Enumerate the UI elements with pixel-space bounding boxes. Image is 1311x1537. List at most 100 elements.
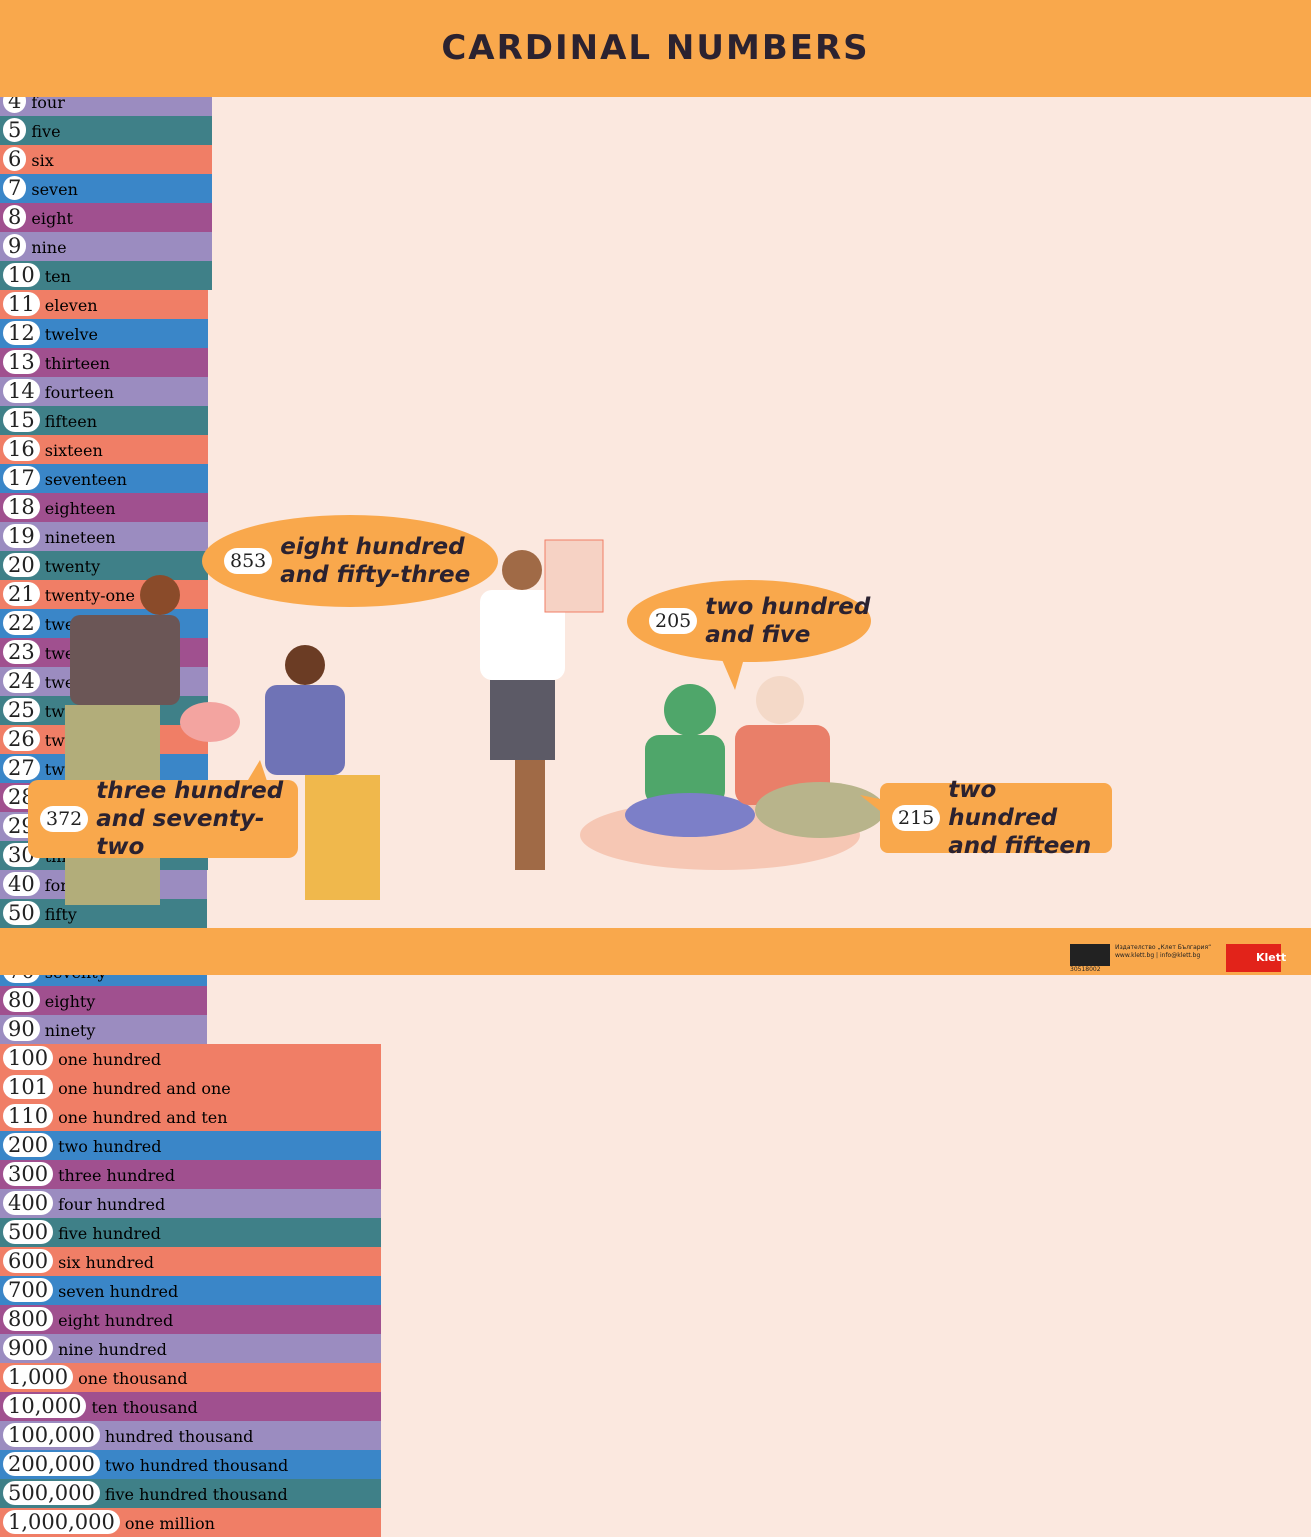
number-pill: 16 [3, 437, 40, 461]
number-pill: 27 [3, 756, 40, 780]
number-pill: 24 [3, 669, 40, 693]
number-pill: 17 [3, 466, 40, 490]
number-pill: 400 [3, 1191, 54, 1215]
bubble-line: two hundred [705, 594, 871, 620]
number-word: one hundred and ten [58, 1108, 228, 1127]
number-word: three hundred [58, 1166, 176, 1185]
number-word: hundred thousand [104, 1427, 254, 1446]
number-pill: 12 [3, 321, 40, 345]
number-row: 15 fifteen [0, 406, 208, 435]
number-word: ninety [44, 1021, 96, 1040]
number-pill: 200 [3, 1133, 54, 1157]
bubble-line: and seventy-two [96, 806, 265, 860]
number-row: 100 one hundred [0, 1044, 381, 1073]
number-pill: 101 [3, 1075, 54, 1099]
number-word: fourteen [44, 383, 114, 402]
bubble-tail [720, 655, 745, 690]
number-word: four hundred [58, 1195, 166, 1214]
number-word: nine [31, 238, 67, 257]
number-pill: 200,000 [3, 1452, 100, 1476]
logo-box [1226, 944, 1281, 972]
number-pill: 20 [3, 553, 40, 577]
number-row: 500,000 five hundred thousand [0, 1479, 381, 1508]
number-word: fifty [44, 905, 77, 924]
number-row: 6 six [0, 145, 212, 174]
number-word: twelve [44, 325, 98, 344]
bubble-number: 215 [892, 805, 941, 831]
number-row: 200,000 two hundred thousand [0, 1450, 381, 1479]
bubble-text: two hundred and five [705, 593, 870, 649]
number-pill: 1,000 [3, 1365, 74, 1389]
number-pill: 900 [3, 1336, 54, 1360]
number-row: 1,000 one thousand [0, 1363, 381, 1392]
number-pill: 8 [3, 205, 27, 229]
number-pill: 50 [3, 901, 40, 925]
number-pill: 13 [3, 350, 40, 374]
number-word: eighty [44, 992, 96, 1011]
number-row: 7 seven [0, 174, 212, 203]
number-pill: 600 [3, 1249, 54, 1273]
header-band [0, 0, 1311, 97]
contact: www.klett.bg | info@klett.bg [1115, 952, 1201, 959]
bubble-text: three hundred and seventy-two [96, 777, 298, 861]
bubble-number: 205 [649, 608, 698, 634]
number-word: one hundred and one [58, 1079, 231, 1098]
number-pill: 300 [3, 1162, 54, 1186]
title: CARDINAL NUMBERS [441, 28, 870, 68]
number-row: 19 nineteen [0, 522, 208, 551]
number-pill: 15 [3, 408, 40, 432]
number-row: 20 twenty [0, 551, 208, 580]
number-word: eighteen [44, 499, 116, 518]
runner [480, 539, 604, 870]
number-pill: 100,000 [3, 1423, 100, 1447]
number-word: ten thousand [91, 1398, 198, 1417]
number-row: 80 eighty [0, 986, 207, 1015]
number-word: eleven [44, 296, 98, 315]
number-pill: 7 [3, 176, 27, 200]
number-pill: 500,000 [3, 1481, 100, 1505]
number-row: 13 thirteen [0, 348, 208, 377]
number-word: two hundred thousand [104, 1456, 289, 1475]
number-row: 12 twelve [0, 319, 208, 348]
number-pill: 22 [3, 611, 40, 635]
bubble-line: eight hundred [280, 534, 465, 560]
number-word: one hundred [58, 1050, 162, 1069]
number-row: 9 nine [0, 232, 212, 261]
speech-bubble: 205 two hundred and five [627, 580, 871, 662]
number-row: 5 five [0, 116, 212, 145]
number-word: fifteen [44, 412, 97, 431]
number-row: 14 fourteen [0, 377, 208, 406]
number-word: one thousand [78, 1369, 188, 1388]
barcode [1070, 944, 1110, 966]
bubble-text: eight hundred and fifty-three [280, 533, 470, 589]
number-row: 10,000 ten thousand [0, 1392, 381, 1421]
number-word: seven hundred [58, 1282, 179, 1301]
number-row: 11 eleven [0, 290, 208, 319]
number-word: five hundred thousand [104, 1485, 288, 1504]
number-word: five [31, 122, 61, 141]
number-pill: 11 [3, 292, 40, 316]
number-row: 10 ten [0, 261, 212, 290]
number-word: twenty-one [44, 586, 135, 605]
number-pill: 19 [3, 524, 40, 548]
speech-bubble: 215 two hundred and fifteen [880, 777, 1112, 859]
number-row: 50 fifty [0, 899, 207, 928]
number-pill: 90 [3, 1017, 40, 1041]
number-row: 400 four hundred [0, 1189, 381, 1218]
number-pill: 100 [3, 1046, 54, 1070]
number-row: 800 eight hundred [0, 1305, 381, 1334]
number-word: eight hundred [58, 1311, 174, 1330]
number-row: 900 nine hundred [0, 1334, 381, 1363]
number-word: eight [31, 209, 73, 228]
number-pill: 14 [3, 379, 40, 403]
number-pill: 110 [3, 1104, 54, 1128]
number-word: four [31, 93, 65, 112]
speech-bubble: 372 three hundred and seventy-two [28, 777, 298, 861]
number-row: 1,000,000 one million [0, 1508, 381, 1537]
bubble-text: two hundred and fifteen [948, 776, 1112, 860]
illustrations [65, 539, 1281, 972]
number-pill: 18 [3, 495, 40, 519]
number-pill: 26 [3, 727, 40, 751]
number-word: nineteen [44, 528, 116, 547]
